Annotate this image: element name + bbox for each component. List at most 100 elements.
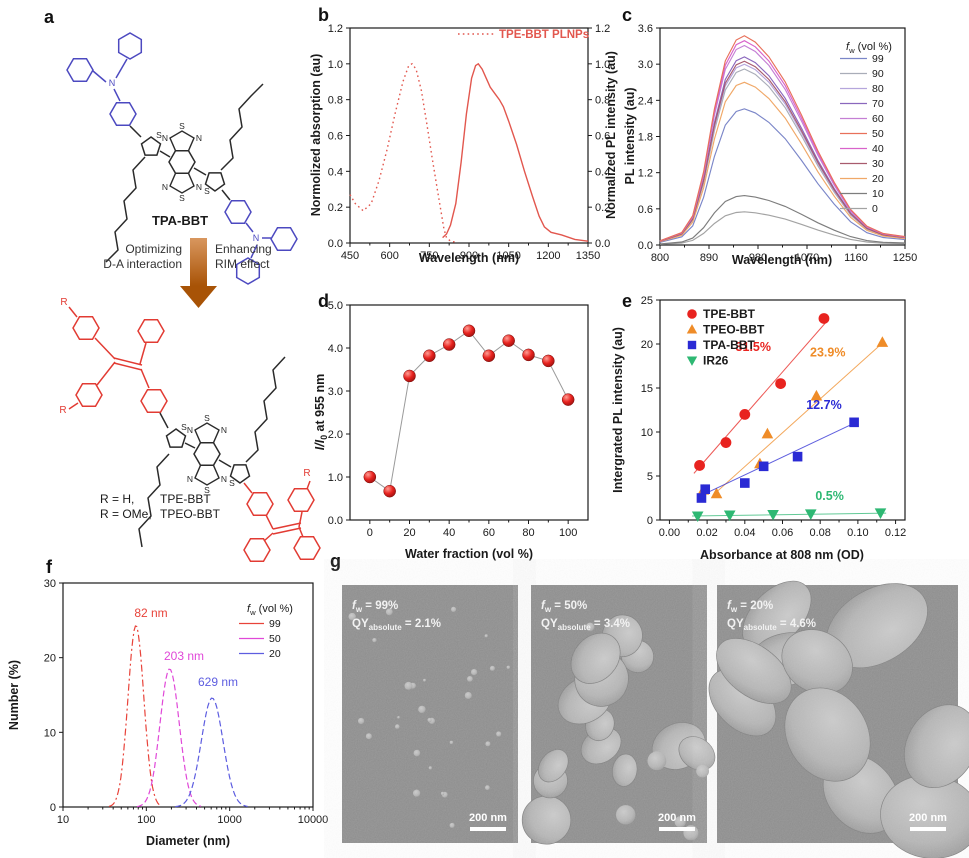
x-tick-label: 80 (522, 527, 534, 539)
axis-frame (349, 27, 589, 244)
trend-line-TPEO-BBT (712, 340, 885, 496)
molecule-name-tpa-bbt: TPA-BBT (152, 213, 208, 228)
molecule-ring (140, 388, 168, 414)
atom-S: S (156, 130, 162, 140)
data-point (687, 340, 697, 350)
data-point (687, 309, 697, 319)
scale-bar-label: 200 nm (469, 812, 507, 824)
slope-label: 23.9% (810, 345, 845, 359)
molecule-ring (235, 257, 261, 285)
qy-label: QYabsolute = 2.1% (352, 618, 441, 632)
panel-d-label: d (318, 291, 329, 311)
fw-label: fw = 20% (727, 600, 773, 614)
molecule-bond (243, 482, 253, 494)
molecule-bond (159, 412, 169, 429)
molecule-bond (306, 480, 311, 490)
molecule-bond (113, 357, 143, 366)
atom-N: N (253, 233, 260, 243)
data-point (849, 417, 859, 428)
y-axis-title: Intergrated PL intensity (au) (611, 327, 625, 493)
sem-noise-overlay (531, 585, 707, 843)
panel-d-ratio-chart: 0 20 40 60 80 100 0.0 1.0 2.0 3.0 4.0 5.0 Water frac… (313, 300, 589, 561)
x-tick-label: 1000 (217, 814, 241, 826)
molecule-ring (243, 537, 271, 563)
curve-fw-0 (659, 211, 906, 245)
y-tick-label: 5.0 (328, 300, 343, 312)
x-axis-title: Diameter (nm) (146, 834, 230, 848)
legend-label: TPA-BBT (703, 338, 755, 352)
curve-PL (442, 62, 589, 242)
y-tick-label: 1.0 (328, 472, 343, 484)
legend-label: IR26 (703, 354, 729, 368)
fw-label: fw = 50% (541, 600, 587, 614)
x-tick-label: 100 (137, 814, 155, 826)
r-definition: R = OMe, (100, 507, 152, 521)
alkyl-chain (245, 356, 286, 463)
y-tick-label: 4.0 (328, 343, 343, 355)
x-tick-label: 800 (651, 252, 669, 264)
molecule-bond (298, 511, 303, 528)
y-tick-label: 20 (641, 339, 653, 351)
molecule-ring (140, 136, 162, 156)
peak-label: 82 nm (134, 606, 167, 620)
data-point (482, 349, 496, 362)
molecule-bond (92, 70, 107, 83)
molecule-bond (68, 306, 78, 318)
atom-N: N (187, 474, 193, 484)
x-axis-title: Absorbance at 808 nm (OD) (700, 548, 864, 562)
alkyl-chain (105, 156, 146, 263)
molecule-ring (193, 441, 221, 467)
y-tick-label: 0 (647, 515, 653, 527)
legend-label: 60 (872, 113, 884, 125)
legend-label: 10 (872, 188, 884, 200)
y-tick-label: 3.0 (638, 59, 653, 71)
panel-c-pl-chart: 800 890 980 1070 1160 12500.00.61.21.82.43.03… (623, 23, 917, 267)
data-point (758, 461, 769, 472)
atom-N: N (109, 78, 116, 88)
data-point (686, 324, 698, 334)
molecule-bond (298, 526, 304, 538)
y-right-tick-label: 0.0 (595, 238, 610, 250)
y-tick-label: 2.0 (328, 429, 343, 441)
thiadiazole-ring (194, 422, 220, 444)
molecule-ring (246, 491, 274, 517)
axis-frame (62, 582, 314, 808)
data-point (502, 334, 515, 347)
molecule-bond (129, 125, 142, 138)
slope-label: 12.7% (806, 398, 841, 412)
data-point (804, 509, 817, 521)
atom-S: S (229, 478, 235, 488)
arrow-left-text: D-A interaction (103, 257, 182, 271)
y-left-tick-label: 0.0 (328, 238, 343, 250)
data-point (561, 393, 575, 406)
legend-label: 30 (872, 158, 884, 170)
data-point (686, 356, 698, 366)
atom-N: N (196, 133, 202, 143)
data-point (739, 409, 751, 420)
molecule-bond (218, 459, 232, 468)
atom-S: S (179, 193, 185, 203)
molecule-ring (168, 149, 196, 175)
atom-S: S (179, 121, 185, 131)
scale-bar (470, 827, 506, 831)
x-tick-label: 0.12 (885, 527, 906, 539)
y-tick-label: 15 (641, 383, 653, 395)
y-axis-title-right: Normalized PL intensity (au) (604, 51, 618, 219)
fw-label: fw = 99% (352, 600, 398, 614)
y-right-tick-label: 0.8 (595, 95, 610, 107)
molecule-bond (113, 362, 143, 371)
atom-S: S (204, 413, 210, 423)
curve-fw-30 (659, 60, 906, 242)
thiadiazole-ring (169, 130, 195, 152)
x-tick-label: 20 (403, 527, 415, 539)
legend-label: TPEO-BBT (703, 323, 765, 337)
y-axis-title: Number (%) (7, 660, 21, 730)
curve-fw-10 (659, 195, 906, 245)
legend-label: TPE-BBT PLNPs (499, 29, 589, 41)
scale-bar (910, 827, 946, 831)
y-tick-label: 0.6 (638, 204, 653, 216)
molecule-ring (75, 382, 103, 408)
molecule-ring (72, 315, 100, 341)
molecule-bond (94, 337, 116, 360)
y-tick-label: 2.4 (638, 95, 653, 107)
